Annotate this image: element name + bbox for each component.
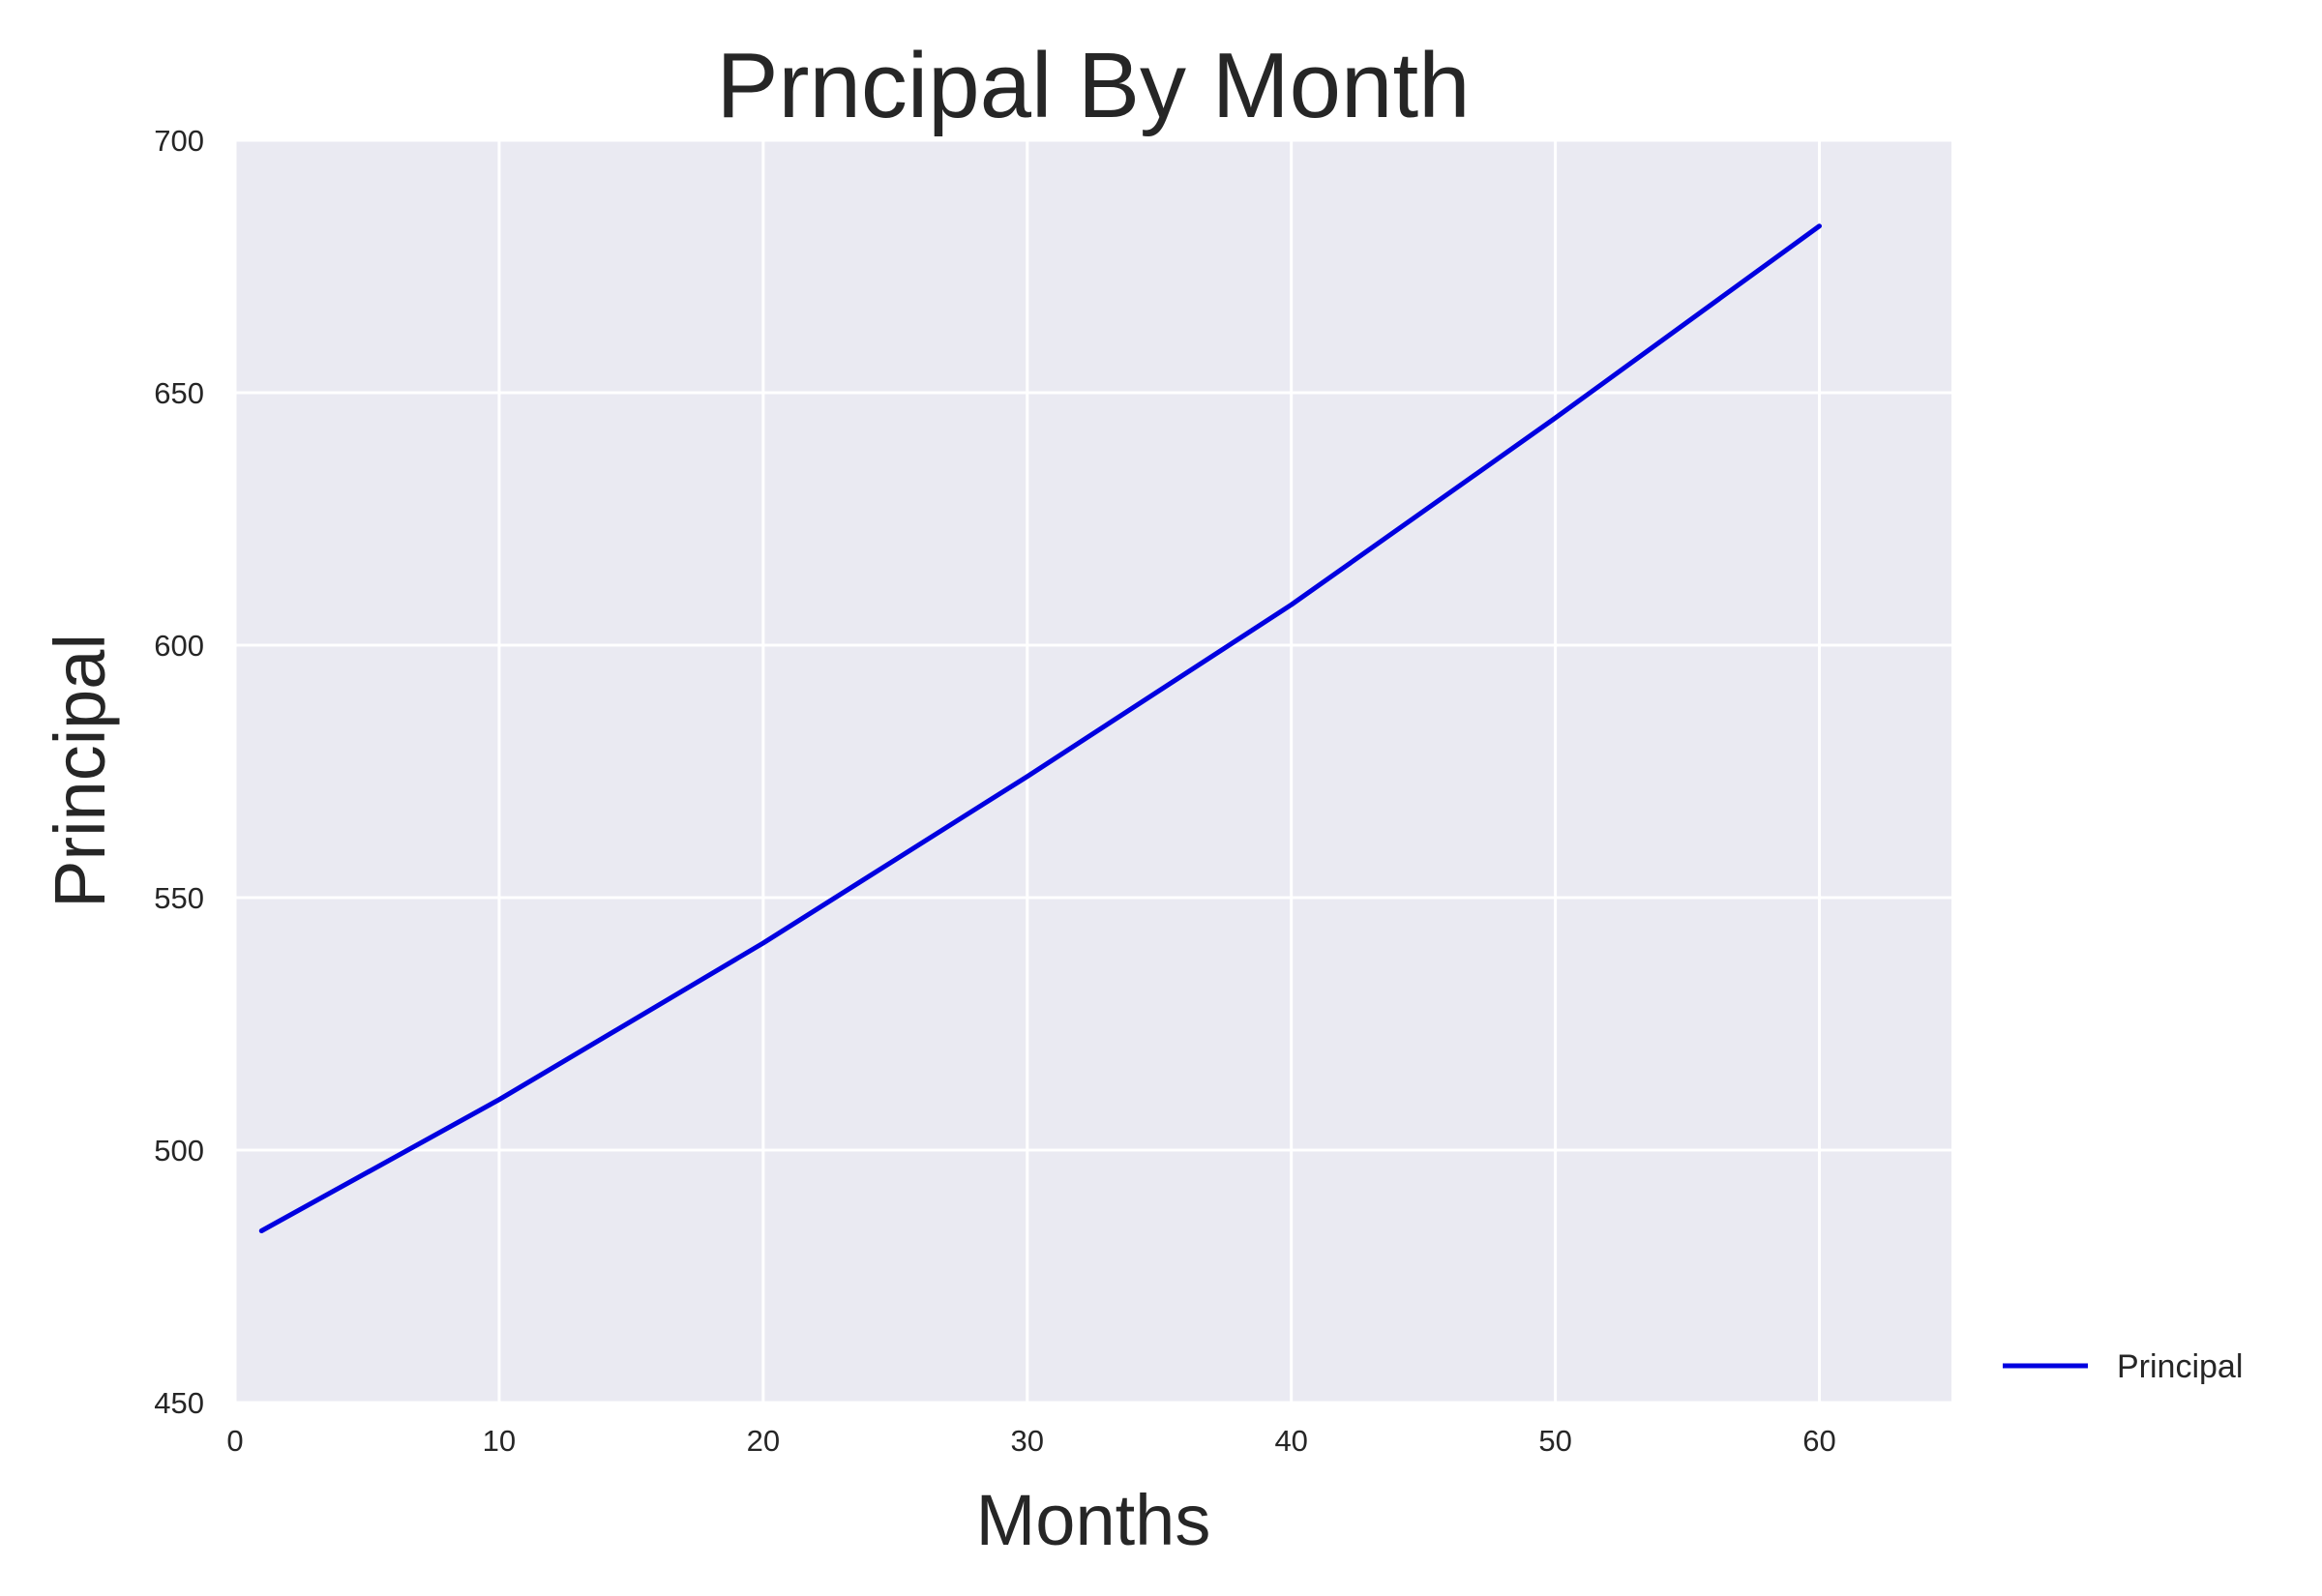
y-tick-label: 650	[154, 376, 204, 410]
x-tick-label: 10	[483, 1424, 516, 1458]
x-tick-label: 60	[1802, 1424, 1835, 1458]
series-line-principal	[258, 223, 1822, 1233]
legend-label: Principal	[2117, 1348, 2243, 1385]
y-tick-label: 550	[154, 881, 204, 915]
x-tick-label: 50	[1538, 1424, 1571, 1458]
x-axis-label: Months	[976, 1480, 1211, 1560]
plot-background	[235, 140, 1951, 1403]
grid-lines	[233, 138, 1951, 1404]
x-tick-label: 0	[226, 1424, 243, 1458]
legend: Principal	[2003, 1348, 2243, 1385]
y-tick-label: 500	[154, 1134, 204, 1167]
tick-labels: 0 10 20 30 40 50 60 450 500 550 600 650 700	[154, 124, 1836, 1458]
x-tick-label: 40	[1274, 1424, 1307, 1458]
series-lines	[258, 223, 1822, 1233]
chart-title: Prncipal By Month	[716, 34, 1470, 137]
y-axis-label: Principal	[40, 634, 120, 908]
x-tick-label: 20	[747, 1424, 780, 1458]
y-tick-label: 700	[154, 124, 204, 158]
y-tick-label: 450	[154, 1386, 204, 1420]
y-tick-label: 600	[154, 629, 204, 663]
x-tick-label: 30	[1011, 1424, 1044, 1458]
